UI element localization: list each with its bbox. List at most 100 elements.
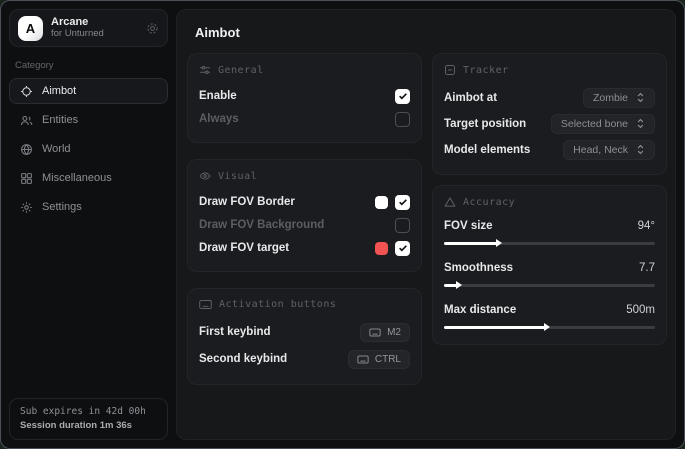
square-minus-icon — [444, 64, 456, 76]
page-title: Aimbot — [195, 25, 240, 40]
card-title: Visual — [218, 170, 258, 182]
session-duration-text: Session duration 1m 36s — [20, 420, 132, 431]
sidebar-item-entities[interactable]: Entities — [9, 107, 168, 133]
sidebar-item-world[interactable]: World — [9, 136, 168, 162]
app-logo: A — [18, 15, 43, 41]
eye-icon — [199, 170, 211, 182]
first-keybind-button[interactable]: M2 — [360, 322, 410, 342]
chevrons-up-down-icon — [636, 144, 645, 155]
setting-label: First keybind — [199, 326, 271, 338]
card-visual-header: Visual — [199, 170, 410, 182]
keyboard-icon — [369, 327, 381, 337]
select-value: Head, Neck — [573, 143, 628, 156]
card-accuracy: Accuracy FOV size 94° — [432, 185, 667, 345]
smoothness-group: Smoothness 7.7 — [444, 259, 655, 290]
subscription-status: Sub expires in 42d 00h Session duration … — [9, 398, 168, 440]
color-swatch[interactable] — [375, 241, 388, 255]
setting-row-fov-target: Draw FOV target — [199, 237, 410, 259]
model-elements-select[interactable]: Head, Neck — [563, 139, 655, 160]
sidebar-item-miscellaneous[interactable]: Miscellaneous — [9, 165, 168, 191]
fov-size-slider[interactable] — [444, 238, 655, 248]
card-tracker-header: Tracker — [444, 64, 655, 76]
setting-row-second-keybind: Second keybind CTRL — [199, 346, 410, 372]
setting-row-target-position: Target position Selected bone — [444, 111, 655, 136]
aimbot-at-select[interactable]: Zombie — [582, 87, 655, 108]
smoothness-value: 7.7 — [639, 262, 655, 274]
sub-expires-text: Sub expires in 42d 00h — [20, 406, 146, 417]
card-general: General Enable Always — [187, 53, 422, 143]
brand-card: A Arcane for Unturned — [9, 9, 168, 47]
setting-row-enable: Enable — [199, 85, 410, 107]
fov-size-value: 94° — [637, 220, 655, 232]
setting-label: Smoothness — [444, 262, 514, 274]
setting-row-fov-background: Draw FOV Background — [199, 214, 410, 236]
max-distance-value: 500m — [626, 304, 655, 316]
setting-label: Model elements — [444, 143, 531, 156]
brand-text: Arcane for Unturned — [51, 16, 138, 40]
enable-checkbox[interactable] — [395, 88, 410, 104]
fov-size-group: FOV size 94° — [444, 217, 655, 248]
crosshair-icon — [20, 85, 33, 98]
triangle-icon — [444, 196, 456, 208]
setting-label: Draw FOV Background — [199, 219, 325, 231]
category-label: Category — [15, 60, 54, 71]
card-activation: Activation buttons First keybind M2 Seco… — [187, 288, 422, 385]
setting-label: Target position — [444, 117, 527, 130]
settings-gear-icon — [20, 201, 33, 214]
sidebar: A Arcane for Unturned Category A — [1, 1, 176, 448]
setting-label: Second keybind — [199, 353, 288, 365]
keyboard-icon — [199, 299, 212, 310]
select-value: Selected bone — [560, 117, 628, 130]
slider-thumb[interactable] — [455, 281, 462, 289]
card-title: Tracker — [463, 64, 509, 76]
always-checkbox[interactable] — [395, 111, 410, 127]
setting-row-model-elements: Model elements Head, Neck — [444, 137, 655, 162]
card-tracker: Tracker Aimbot at Zombie Target position — [432, 53, 667, 175]
setting-row-always: Always — [199, 108, 410, 130]
app-title: Arcane — [51, 16, 89, 29]
sidebar-item-label: Aimbot — [42, 85, 77, 97]
gear-icon[interactable] — [146, 22, 159, 35]
setting-row-first-keybind: First keybind M2 — [199, 319, 410, 345]
keybind-value: M2 — [387, 326, 401, 338]
card-title: General — [218, 64, 264, 76]
setting-label: Enable — [199, 90, 237, 102]
card-accuracy-header: Accuracy — [444, 196, 655, 208]
smoothness-slider[interactable] — [444, 280, 655, 290]
keyboard-icon — [357, 354, 369, 364]
card-general-header: General — [199, 64, 410, 76]
fov-background-checkbox[interactable] — [395, 217, 410, 233]
sidebar-item-settings[interactable]: Settings — [9, 194, 168, 220]
setting-label: Draw FOV Border — [199, 196, 295, 208]
globe-icon — [20, 143, 33, 156]
keybind-value: CTRL — [374, 353, 401, 365]
chevrons-up-down-icon — [636, 118, 645, 129]
setting-label: FOV size — [444, 220, 493, 232]
sidebar-item-label: Settings — [42, 201, 82, 213]
chevrons-up-down-icon — [636, 92, 645, 103]
max-distance-slider[interactable] — [444, 322, 655, 332]
setting-row-fov-border: Draw FOV Border — [199, 191, 410, 213]
slider-thumb[interactable] — [495, 239, 502, 247]
app-subtitle: for Unturned — [51, 27, 104, 39]
sidebar-item-label: Miscellaneous — [42, 172, 112, 184]
target-position-select[interactable]: Selected bone — [550, 113, 655, 134]
right-column: Tracker Aimbot at Zombie Target position — [432, 53, 667, 345]
left-column: General Enable Always — [187, 53, 422, 385]
card-activation-header: Activation buttons — [199, 299, 410, 310]
select-value: Zombie — [592, 91, 628, 104]
fov-border-checkbox[interactable] — [395, 194, 410, 210]
second-keybind-button[interactable]: CTRL — [347, 349, 410, 369]
setting-label: Always — [199, 113, 239, 125]
fov-target-checkbox[interactable] — [395, 240, 410, 256]
setting-row-aimbot-at: Aimbot at Zombie — [444, 85, 655, 110]
setting-label: Aimbot at — [444, 91, 498, 104]
grid-icon — [20, 172, 33, 185]
color-swatch[interactable] — [375, 195, 388, 209]
sidebar-item-aimbot[interactable]: Aimbot — [9, 78, 168, 104]
setting-label: Max distance — [444, 304, 517, 316]
slider-thumb[interactable] — [544, 323, 551, 331]
card-title: Activation buttons — [219, 299, 337, 310]
card-visual: Visual Draw FOV Border Draw FOV Backgrou… — [187, 159, 422, 272]
